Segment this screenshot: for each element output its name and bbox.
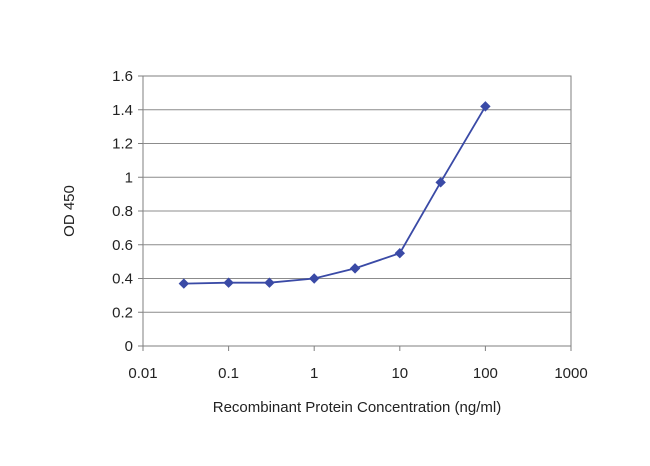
series-group	[178, 101, 491, 289]
data-point	[178, 278, 190, 289]
y-tick-label: 1.4	[112, 102, 133, 119]
data-point	[480, 101, 491, 112]
data-point	[264, 277, 275, 288]
y-tick-label: 0.2	[112, 304, 133, 321]
x-tick-label: 10	[391, 365, 408, 382]
data-point	[349, 263, 361, 274]
x-tick-label: 0.01	[128, 365, 157, 382]
y-tick-label: 0.4	[112, 271, 133, 288]
y-tick-label: 0.8	[112, 203, 133, 220]
x-tick-label: 100	[473, 365, 498, 382]
y-tick-label: 1.2	[112, 136, 133, 153]
gridlines	[143, 109, 571, 313]
x-tick-label: 0.1	[218, 365, 239, 382]
x-axis-ticks: 0.01 0.1 1 10 100 1000	[128, 346, 588, 382]
y-tick-label: 1.6	[112, 68, 133, 85]
data-point	[394, 247, 406, 259]
y-axis-ticks: 0 0.2 0.4 0.6 0.8 1 1.2 1.4 1.6	[112, 68, 143, 355]
y-tick-label: 1	[125, 169, 133, 186]
x-tick-label: 1000	[554, 365, 587, 382]
series-line	[183, 105, 487, 285]
data-point	[308, 273, 320, 284]
y-axis-title: OD 450	[61, 185, 78, 237]
y-tick-label: 0.6	[112, 237, 133, 254]
data-point	[223, 277, 234, 288]
y-tick-label: 0	[125, 338, 133, 355]
x-tick-label: 1	[310, 365, 318, 382]
data-point	[435, 177, 446, 188]
x-axis-title: Recombinant Protein Concentration (ng/ml…	[213, 399, 501, 416]
